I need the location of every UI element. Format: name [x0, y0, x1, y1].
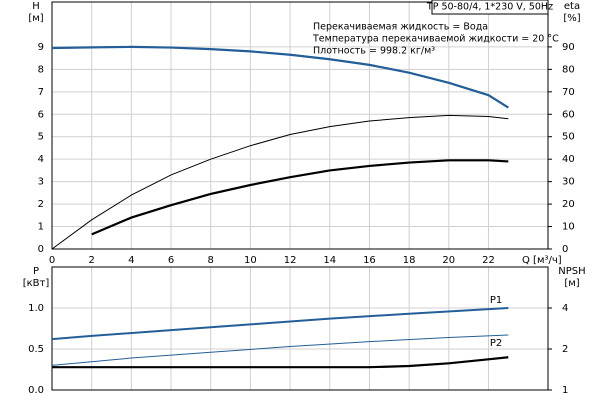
plot-frame	[51, 266, 549, 391]
y-tick-label: 0.0	[28, 385, 44, 396]
curve	[51, 45, 509, 109]
y-axis-label: H	[32, 1, 40, 12]
x-tick-label: 4	[128, 255, 134, 266]
y-tick-label: 3	[38, 177, 44, 188]
y2-tick-label: 80	[562, 64, 575, 75]
curve	[51, 307, 509, 341]
y-tick-label: 0	[38, 244, 44, 255]
x-tick-label: 18	[403, 255, 416, 266]
y-axis-unit: [м]	[28, 13, 43, 24]
y-tick-label: 1.0	[28, 303, 44, 314]
y2-tick-label: 70	[562, 87, 575, 98]
chart-title: TP 50-80/4, 1*230 V, 50Hz	[426, 2, 553, 13]
y2-tick-label: 90	[562, 42, 575, 53]
curve	[52, 356, 509, 369]
y2-tick-label: 4	[562, 303, 568, 314]
y2-tick-label: 60	[562, 109, 575, 120]
y2-tick-label: 2	[562, 344, 568, 355]
y-tick-label: 6	[38, 109, 44, 120]
y-tick-label: 9	[38, 42, 44, 53]
y2-axis-unit: [м]	[564, 278, 579, 289]
y-tick-label: 0.5	[28, 344, 44, 355]
x-tick-label: 20	[442, 255, 455, 266]
x-tick-label: 22	[482, 255, 495, 266]
y2-tick-label: 0	[562, 244, 568, 255]
y-tick-label: 7	[38, 87, 44, 98]
x-tick-label: 2	[88, 255, 94, 266]
y-tick-label: 2	[38, 199, 44, 210]
x-tick-label: 10	[244, 255, 257, 266]
x-tick-label: 12	[284, 255, 297, 266]
y-tick-label: 8	[38, 64, 44, 75]
y-tick-label: 4	[38, 154, 44, 165]
y2-tick-label: 50	[562, 132, 575, 143]
y2-tick-label: 1	[562, 385, 568, 396]
annotation: Перекачиваемая жидкость = Вода	[313, 22, 488, 33]
y2-tick-label: 10	[562, 222, 575, 233]
y2-axis-label: NPSH	[558, 266, 585, 277]
y2-axis-unit: [%]	[563, 13, 580, 24]
curve	[91, 159, 509, 236]
curve	[51, 334, 509, 366]
y2-tick-label: 40	[562, 154, 575, 165]
plot-frame	[51, 1, 549, 250]
x-tick-label: 14	[323, 255, 336, 266]
curve	[51, 114, 509, 250]
y2-axis-label: eta	[564, 1, 580, 12]
x-axis-label: Q [м³/ч]	[522, 255, 562, 266]
x-tick-label: 0	[49, 255, 55, 266]
x-tick-label: 8	[208, 255, 214, 266]
y-axis-label: P	[33, 266, 39, 277]
annotation: Плотность = 998.2 кг/м³	[313, 46, 435, 57]
series-label: P1	[490, 295, 502, 306]
title-box	[431, 0, 549, 15]
annotation: Температура перекачиваемой жидкости = 20…	[312, 34, 559, 45]
x-tick-label: 6	[168, 255, 174, 266]
y2-tick-label: 30	[562, 177, 575, 188]
y-axis-unit: [кВт]	[23, 278, 50, 289]
series-label: P2	[490, 338, 502, 349]
y2-tick-label: 20	[562, 199, 575, 210]
y-tick-label: 1	[38, 222, 44, 233]
y-tick-label: 5	[38, 132, 44, 143]
x-tick-label: 16	[363, 255, 376, 266]
